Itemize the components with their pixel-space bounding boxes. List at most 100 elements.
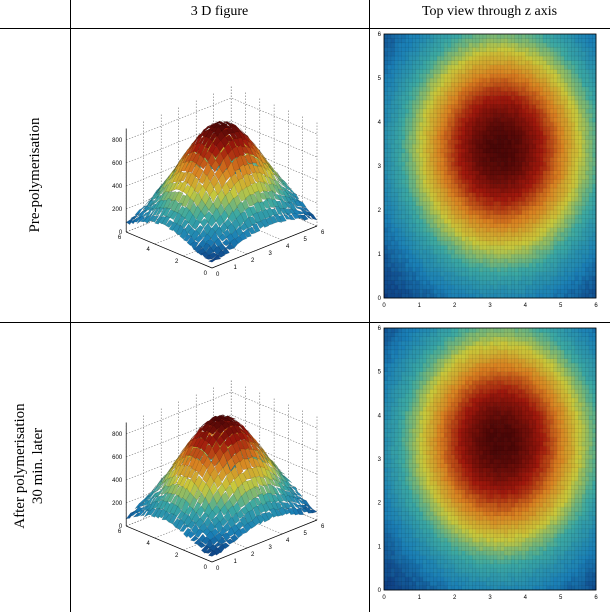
surface-facet bbox=[283, 502, 292, 510]
heatmap-cell bbox=[553, 122, 558, 127]
heatmap-cell bbox=[511, 122, 516, 127]
surface-facet bbox=[154, 483, 163, 494]
surface-facet bbox=[234, 420, 243, 428]
heatmap-cell bbox=[539, 254, 544, 259]
heatmap-cell bbox=[546, 254, 551, 259]
heatmap-cell bbox=[429, 34, 434, 39]
surface-facet bbox=[281, 188, 290, 198]
heatmap-cell bbox=[444, 42, 448, 48]
heatmap-cell bbox=[426, 280, 431, 286]
surface-facet bbox=[305, 504, 314, 510]
heatmap-cell bbox=[560, 47, 565, 52]
heatmap-cell bbox=[398, 240, 402, 246]
heatmap-cell bbox=[518, 130, 523, 136]
surface-facet bbox=[204, 254, 214, 260]
heatmap-cell bbox=[486, 42, 491, 48]
heatmap-cell bbox=[535, 289, 540, 294]
heatmap-cell bbox=[500, 188, 505, 193]
heatmap-cell bbox=[475, 210, 480, 215]
heatmap-cell bbox=[387, 47, 392, 52]
heatmap-cell bbox=[440, 179, 445, 184]
heatmap-cell bbox=[588, 227, 593, 233]
heatmap-cell bbox=[422, 34, 427, 39]
heatmap-cell bbox=[465, 210, 470, 215]
heatmap-cell bbox=[468, 280, 473, 286]
heatmap-cell bbox=[461, 157, 466, 162]
heatmap-cell bbox=[461, 91, 466, 96]
heatmap-cell bbox=[511, 42, 516, 48]
heatmap-cell bbox=[486, 69, 491, 74]
surface-facet bbox=[145, 202, 154, 211]
heatmap-cell bbox=[475, 69, 480, 74]
heatmap-cell bbox=[525, 196, 530, 202]
heatmap-cell bbox=[429, 126, 434, 132]
heatmap-cell bbox=[500, 214, 505, 220]
heatmap-cell bbox=[521, 271, 526, 277]
heatmap-cell bbox=[525, 86, 530, 92]
heatmap-cell bbox=[458, 214, 463, 220]
heatmap-cell bbox=[585, 95, 590, 101]
heatmap-cell bbox=[500, 122, 505, 127]
heatmap-cell bbox=[493, 249, 498, 255]
heatmap-cell bbox=[465, 100, 470, 105]
heatmap-cell bbox=[557, 73, 561, 79]
heatmap-cell bbox=[454, 254, 459, 259]
heatmap-cell bbox=[550, 64, 554, 70]
heatmap-cell bbox=[482, 73, 487, 79]
heatmap-cell bbox=[525, 258, 530, 264]
heatmap-cell bbox=[535, 38, 540, 44]
heatmap-cell bbox=[585, 210, 590, 215]
heatmap-cell bbox=[472, 100, 477, 105]
heatmap-cell bbox=[479, 166, 484, 171]
heatmap-cell bbox=[521, 51, 526, 57]
heatmap-cell bbox=[398, 170, 402, 176]
heatmap-cell bbox=[468, 218, 473, 224]
heatmap-cell bbox=[391, 179, 395, 184]
heatmap-cell bbox=[528, 293, 533, 299]
heatmap-cell bbox=[564, 249, 569, 255]
heatmap-cell bbox=[592, 254, 597, 259]
heatmap-cell bbox=[564, 196, 569, 202]
surface-facet bbox=[257, 451, 266, 464]
heatmap-cell bbox=[525, 210, 530, 215]
heatmap-cell bbox=[564, 152, 569, 158]
heatmap-cell bbox=[426, 258, 431, 264]
heatmap-cell bbox=[585, 276, 590, 281]
heatmap-cell bbox=[578, 227, 583, 233]
heatmap-cell bbox=[458, 157, 463, 162]
surface-facet bbox=[190, 471, 200, 485]
heatmap-cell bbox=[571, 34, 576, 39]
heatmap-cell bbox=[447, 104, 452, 110]
heatmap-cell bbox=[437, 51, 441, 57]
surface-facet bbox=[253, 201, 262, 214]
heatmap-cell bbox=[482, 249, 487, 255]
heatmap-cell bbox=[486, 113, 491, 118]
heatmap-cell bbox=[398, 56, 402, 61]
heatmap-cell bbox=[398, 152, 402, 158]
heatmap-cell bbox=[394, 157, 399, 162]
heatmap-cell bbox=[391, 284, 395, 290]
heatmap-cell bbox=[546, 100, 551, 105]
heatmap-cell bbox=[525, 174, 530, 180]
heatmap-cell bbox=[475, 117, 480, 123]
heatmap-cell bbox=[398, 196, 402, 202]
heatmap-cell bbox=[394, 148, 399, 154]
heatmap-cell bbox=[518, 47, 523, 52]
heatmap-cell bbox=[412, 245, 417, 250]
heatmap-cell bbox=[447, 130, 452, 136]
heatmap-cell bbox=[578, 148, 583, 154]
heatmap-cell bbox=[553, 205, 558, 211]
surface-facet bbox=[218, 121, 228, 126]
heatmap-cell bbox=[384, 135, 388, 140]
heatmap-cell bbox=[497, 223, 501, 228]
heatmap-cell bbox=[437, 289, 441, 294]
heatmap-cell bbox=[433, 104, 438, 110]
heatmap-cell bbox=[500, 82, 505, 88]
heatmap-cell bbox=[550, 218, 554, 224]
heatmap-cell bbox=[514, 86, 519, 92]
surface-facet bbox=[255, 465, 265, 479]
heatmap-cell bbox=[497, 170, 501, 176]
heatmap-cell bbox=[486, 56, 491, 61]
heatmap-cell bbox=[451, 152, 455, 158]
heatmap-cell bbox=[514, 284, 519, 290]
